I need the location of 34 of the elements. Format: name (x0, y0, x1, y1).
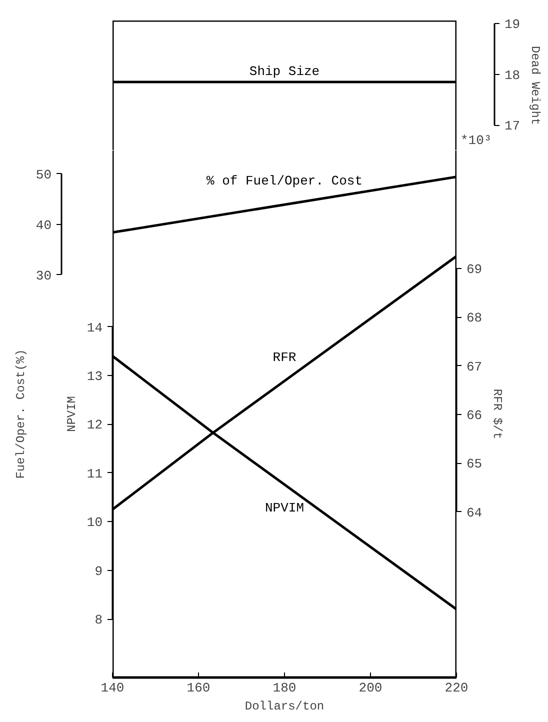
y3-tick-label: 65 (466, 456, 482, 472)
y2-tick-label: 40 (36, 218, 52, 233)
y-axis-title: Dead Weight (528, 46, 542, 126)
y-tick-label: 18 (504, 68, 520, 83)
series-label: Ship Size (249, 64, 320, 79)
series-label: NPVIM (264, 500, 304, 516)
text: *10³ (460, 133, 492, 148)
series-label: % of Fuel/Oper. Cost (206, 174, 363, 189)
y-tick-label: 12 (86, 418, 103, 433)
x-tick-label: 220 (444, 680, 468, 696)
y-tick-label: 8 (94, 612, 103, 628)
y3-tick-label: 69 (466, 262, 482, 277)
y3-tick-label: 66 (466, 408, 482, 423)
y2-tick-label: 50 (36, 167, 52, 182)
x-tick-label: 200 (358, 680, 382, 696)
x-tick-label: 180 (272, 680, 296, 696)
y-tick-label: 11 (86, 466, 103, 482)
y-tick-label: 13 (86, 369, 103, 384)
y3-axis-title: RFR $/t (490, 388, 504, 440)
y-tick-label: 17 (504, 118, 520, 134)
y-tick-label: 10 (86, 515, 103, 530)
series-label: RFR (272, 350, 296, 365)
y-axis-title: NPVIM (64, 396, 79, 432)
y-tick-label: 19 (504, 17, 520, 32)
y2-axis-title: Fuel/Oper. Cost(%) (14, 349, 28, 479)
y3-tick-label: 68 (466, 310, 482, 326)
y2-tick-label: 30 (36, 268, 52, 284)
y-tick-label: 9 (94, 564, 103, 579)
x-tick-label: 160 (186, 680, 210, 696)
y3-tick-label: 64 (466, 505, 482, 520)
y3-tick-label: 67 (466, 359, 482, 374)
x-axis-title: Dollars/ton (244, 700, 324, 714)
y-tick-label: 14 (86, 320, 103, 336)
x-tick-label: 140 (100, 680, 124, 696)
